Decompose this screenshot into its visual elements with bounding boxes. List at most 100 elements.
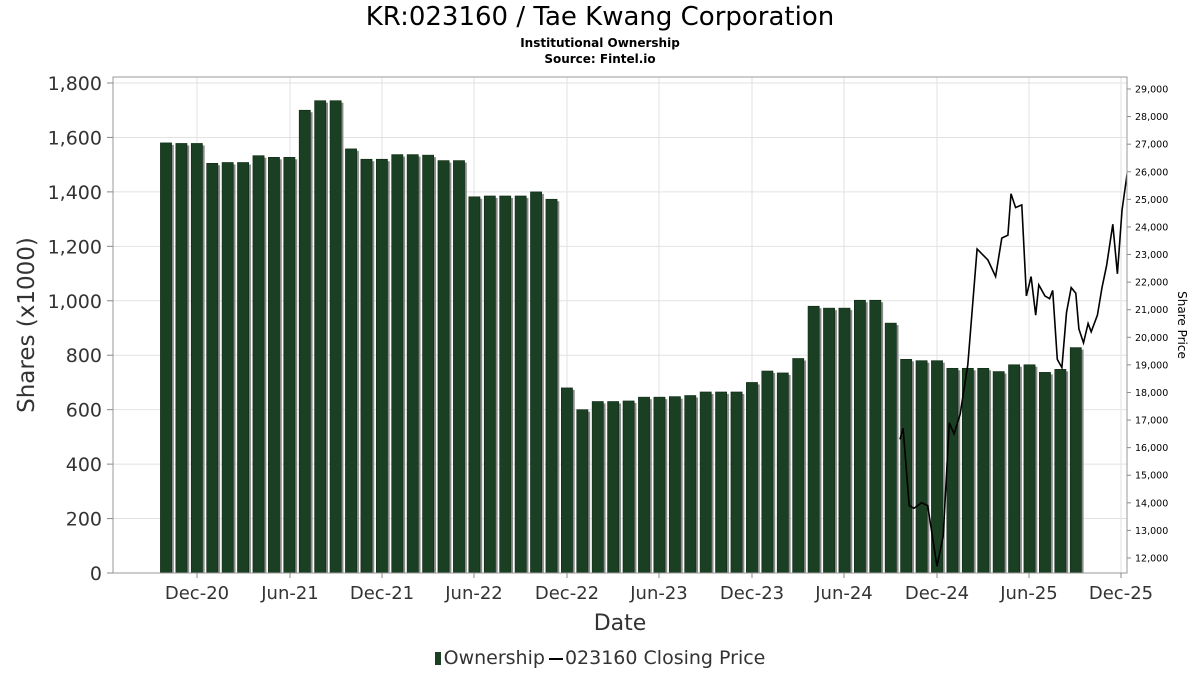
y-tick-label: 1,200	[48, 236, 102, 258]
ownership-bar	[360, 158, 373, 574]
y2-tick-label: 18,000	[1135, 388, 1168, 399]
ownership-bar	[1008, 364, 1020, 574]
ownership-bar	[884, 322, 897, 574]
ownership-bar	[1069, 347, 1082, 574]
ownership-bar	[761, 370, 774, 574]
ownership-bar	[561, 387, 573, 574]
x-tick-label: Dec-24	[905, 583, 969, 604]
ownership-bar	[1054, 369, 1067, 574]
y2-tick-label: 23,000	[1135, 250, 1168, 261]
y-tick-label: 1,600	[48, 127, 102, 149]
ownership-bar	[221, 162, 234, 574]
y2-tick-label: 15,000	[1135, 471, 1168, 482]
chart-source: Source: Fintel.io	[544, 52, 656, 66]
y2-tick-label: 14,000	[1135, 498, 1168, 509]
ownership-bar	[992, 371, 1005, 574]
ownership-bar	[715, 391, 728, 574]
ownership-bar	[391, 154, 404, 574]
x-tick-label: Dec-25	[1089, 583, 1153, 604]
ownership-bar	[915, 360, 928, 574]
left-axis: 0 200 400 600 800 1,000 1,200 1,400 1,600 1,800	[48, 73, 113, 585]
y-tick-label: 0	[90, 563, 102, 585]
x-axis: Dec-20 Jun-21 Dec-21 Jun-22 Dec-22 Jun-23 Dec-…	[165, 573, 1153, 604]
ownership-bar	[807, 305, 820, 574]
ownership-bar	[252, 155, 265, 574]
y2-tick-label: 20,000	[1135, 333, 1168, 344]
ownership-bar	[591, 401, 604, 574]
x-tick-label: Dec-21	[350, 583, 414, 604]
y2-tick-label: 29,000	[1135, 85, 1168, 96]
ownership-bar	[345, 148, 357, 574]
ownership-bar	[838, 307, 851, 574]
y2-tick-label: 26,000	[1135, 167, 1168, 178]
ownership-bar	[1039, 372, 1051, 574]
chart-title: KR:023160 / Tae Kwang Corporation	[365, 2, 835, 32]
ownership-bar	[792, 358, 805, 574]
y-tick-label: 1,000	[48, 291, 102, 313]
y-tick-label: 1,400	[48, 182, 102, 204]
x-tick-label: Dec-20	[165, 583, 229, 604]
ownership-bar	[468, 196, 481, 574]
ownership-bar	[268, 157, 280, 574]
ownership-bar	[375, 158, 388, 574]
y-tick-label: 400	[66, 454, 102, 476]
ownership-bar	[237, 162, 249, 574]
plot-frame	[112, 76, 1128, 574]
x-tick-label: Dec-23	[720, 583, 784, 604]
y-tick-label: 1,800	[48, 73, 102, 95]
x-tick-label: Dec-22	[535, 583, 599, 604]
ownership-bar	[298, 109, 311, 574]
y2-tick-label: 19,000	[1135, 360, 1168, 371]
y2-tick-label: 17,000	[1135, 416, 1168, 427]
ownership-bar	[206, 163, 219, 574]
ownership-bar	[190, 143, 203, 574]
ownership-bar	[776, 372, 789, 574]
right-axis: 12,000 13,000 14,000 15,000 16,000 17,000 18,0…	[1127, 85, 1168, 565]
ownership-bar	[499, 195, 512, 574]
ownership-bar	[329, 100, 342, 574]
legend-ownership-swatch	[434, 652, 441, 665]
ownership-bar	[483, 195, 496, 574]
y-tick-label: 600	[66, 400, 102, 422]
x-tick-label: Jun-22	[444, 583, 503, 604]
ownership-bar	[653, 396, 666, 574]
ownership-bar	[699, 391, 712, 574]
ownership-bar	[160, 142, 172, 574]
y2-tick-label: 21,000	[1135, 305, 1168, 316]
ownership-bar	[283, 157, 296, 574]
ownership-bar	[576, 409, 589, 574]
x-tick-label: Jun-25	[999, 583, 1058, 604]
ownership-bar	[869, 299, 882, 574]
ownership-bar	[823, 307, 835, 574]
ownership-bar	[530, 191, 542, 574]
ownership-bar	[638, 396, 650, 574]
legend-price-swatch	[548, 657, 563, 660]
y-tick-label: 200	[66, 509, 102, 531]
y2-tick-label: 27,000	[1135, 140, 1168, 151]
ownership-bar	[977, 367, 990, 574]
ownership-bar	[730, 391, 743, 574]
y2-tick-label: 25,000	[1135, 195, 1168, 206]
y2-tick-label: 12,000	[1135, 554, 1168, 565]
x-tick-label: Jun-21	[260, 583, 319, 604]
ownership-bar	[453, 160, 465, 574]
y2-tick-label: 22,000	[1135, 278, 1168, 289]
closing-price-line	[899, 168, 1127, 567]
legend-ownership-label: Ownership	[443, 647, 545, 669]
y-axis-title: Shares (x1000)	[14, 237, 40, 413]
y2-tick-label: 16,000	[1135, 443, 1168, 454]
ownership-bar	[684, 395, 697, 574]
ownership-bar	[1023, 364, 1036, 574]
x-tick-label: Jun-23	[629, 583, 688, 604]
y2-tick-label: 28,000	[1135, 112, 1168, 123]
ownership-bar	[406, 154, 419, 574]
ownership-bar	[175, 143, 188, 574]
ownership-bar	[746, 382, 758, 574]
chart-subtitle: Institutional Ownership	[520, 36, 680, 50]
x-axis-title: Date	[594, 611, 647, 636]
y2-tick-label: 24,000	[1135, 222, 1168, 233]
ownership-bar	[314, 100, 327, 574]
ownership-bar	[545, 198, 558, 574]
ownership-bar	[946, 367, 959, 574]
